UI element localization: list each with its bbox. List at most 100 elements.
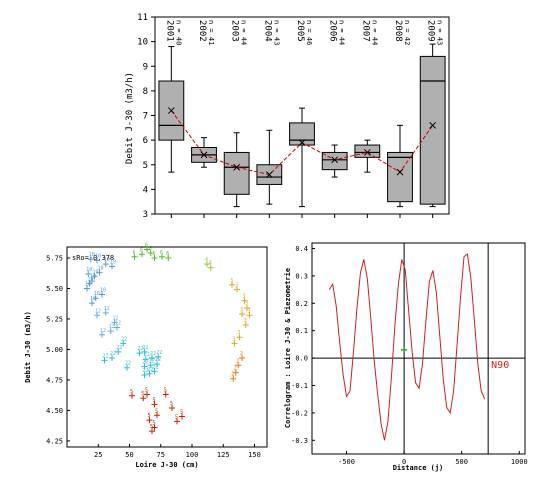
scatter-point-label: 12: [104, 306, 110, 312]
scatter-point: 6: [147, 246, 154, 257]
scatter-point-marker: [234, 286, 240, 293]
scatter-annotation: sRo=-0.378: [72, 254, 114, 262]
scatter-point-label: 6: [133, 250, 136, 256]
boxplot-n-label: n = 44: [240, 20, 248, 45]
correlogram-x-tick-label: 500: [455, 458, 468, 466]
scatter-point: 12: [111, 316, 119, 326]
scatter-point: 5: [179, 410, 185, 420]
scatter-point-label: 12: [115, 320, 121, 326]
scatter-point-label: 3: [243, 294, 246, 300]
boxplot-y-tick-label: 6: [143, 136, 148, 146]
scatter-point-marker: [139, 251, 145, 258]
correlogram-x-tick-label: 1000: [511, 458, 528, 466]
scatter-point-label: 6: [160, 250, 163, 256]
scatter-point-marker: [94, 312, 100, 319]
scatter-point-label: 6: [145, 242, 148, 248]
scatter-point-marker: [99, 331, 105, 338]
scatter-point-marker: [239, 311, 245, 318]
scatter-point: 12: [94, 308, 101, 319]
scatter-point-marker: [179, 413, 185, 420]
scatter-point-marker: [229, 281, 235, 288]
scatter-point-marker: [236, 334, 243, 341]
scatter-point: 3: [242, 318, 249, 329]
scatter-point-label: 22: [156, 350, 162, 356]
scatter-point-label: 3: [248, 308, 251, 314]
scatter-point-marker: [144, 246, 150, 253]
boxplot-box: [289, 122, 315, 146]
boxplot-box: [354, 144, 381, 158]
scatter-point-marker: [235, 362, 242, 369]
scatter-point: 10: [109, 260, 116, 270]
boxplot-box: [387, 151, 413, 203]
scatter-point-label: 10: [90, 274, 96, 280]
scatter-point-label: 10: [89, 252, 95, 258]
scatter-point-label: 10: [90, 296, 96, 302]
scatter-point-label: 22: [150, 351, 156, 357]
scatter-y-tick-label: 5.75: [46, 254, 63, 262]
boxplot-category-label: 2001: [164, 20, 174, 42]
scatter-point-marker: [101, 357, 108, 364]
scatter-point: 4: [204, 257, 210, 268]
scatter-point: 3: [229, 278, 235, 288]
scatter-x-ticks: 25 50 75 100 125 150: [94, 444, 261, 459]
scatter-point-label: 10: [86, 267, 92, 273]
scatter-point: 2: [239, 351, 245, 361]
scatter-y-tick-label: 5.25: [46, 315, 63, 323]
scatter-point: 12: [102, 306, 110, 316]
scatter-point-label: 3: [245, 301, 248, 307]
scatter-point-label: 3: [238, 330, 241, 336]
scatter-point-label: 22: [149, 358, 155, 364]
boxplot-mean-marker: [265, 171, 273, 178]
scatter-point-label: 5: [145, 388, 148, 394]
scatter-y-tick-label: 4.50: [46, 407, 63, 415]
scatter-point: 22: [120, 336, 127, 347]
scatter-point-label: 22: [116, 345, 122, 351]
correlogram-y-tick-label: 0.3: [295, 272, 308, 280]
correlogram-annotation: N90: [491, 360, 509, 371]
scatter-point-marker: [109, 354, 115, 361]
scatter-point: 5: [151, 397, 158, 408]
boxplot-categories: 2001 n = 40 2002 n = 41 2003 n = 44 2004 n = 43…: [164, 20, 444, 218]
scatter-point-label: 5: [148, 413, 151, 419]
scatter-point: 22: [155, 350, 162, 360]
scatter-point-marker: [85, 270, 92, 277]
scatter-point: 10: [92, 291, 100, 302]
boxplot-box: [419, 55, 446, 205]
scatter-point-marker: [162, 391, 169, 398]
scatter-point-marker: [141, 348, 148, 355]
scatter-y-tick-label: 5.00: [46, 346, 63, 354]
scatter-point-marker: [155, 353, 162, 360]
scatter-point-label: 2: [240, 351, 243, 357]
boxplot-y-tick-label: 8: [143, 87, 148, 97]
scatter-point-marker: [154, 412, 160, 419]
scatter-x-tick-label: 150: [248, 451, 261, 459]
scatter-point-label: 22: [125, 361, 131, 367]
scatter-point-label: 3: [230, 278, 233, 284]
scatter-point-label: 10: [93, 269, 99, 275]
scatter-frame: [66, 246, 268, 448]
scatter-point-label: 2: [234, 366, 237, 372]
scatter-point-marker: [131, 253, 138, 260]
scatter-point-marker: [151, 401, 158, 408]
correlogram-x-tick-label: 0: [402, 458, 406, 466]
correlogram-y-tick-label: 0.4: [295, 245, 308, 253]
scatter-point-marker: [115, 348, 122, 355]
scatter-point-marker: [246, 312, 253, 319]
scatter-point: 22: [109, 351, 116, 361]
scatter-point: 22: [141, 345, 149, 355]
scatter-point-marker: [151, 254, 158, 261]
scatter-point-marker: [102, 261, 109, 268]
scatter-point-marker: [102, 309, 109, 316]
boxplot-n-label: n = 42: [403, 20, 411, 45]
correlogram-y-tick-label: 0.0: [295, 355, 308, 363]
scatter-point: 5: [174, 414, 180, 425]
scatter-point-label: 3: [244, 318, 247, 324]
scatter-point-marker: [89, 278, 95, 285]
scatter-point-marker: [151, 424, 158, 431]
scatter-point-label: 22: [143, 360, 149, 366]
boxplot-mean-marker: [331, 156, 339, 164]
scatter-y-tick-label: 4.75: [46, 376, 63, 384]
scatter-point-label: 22: [138, 346, 144, 352]
scatter-point-marker: [99, 291, 105, 298]
boxplot-mean-line: [167, 107, 437, 178]
